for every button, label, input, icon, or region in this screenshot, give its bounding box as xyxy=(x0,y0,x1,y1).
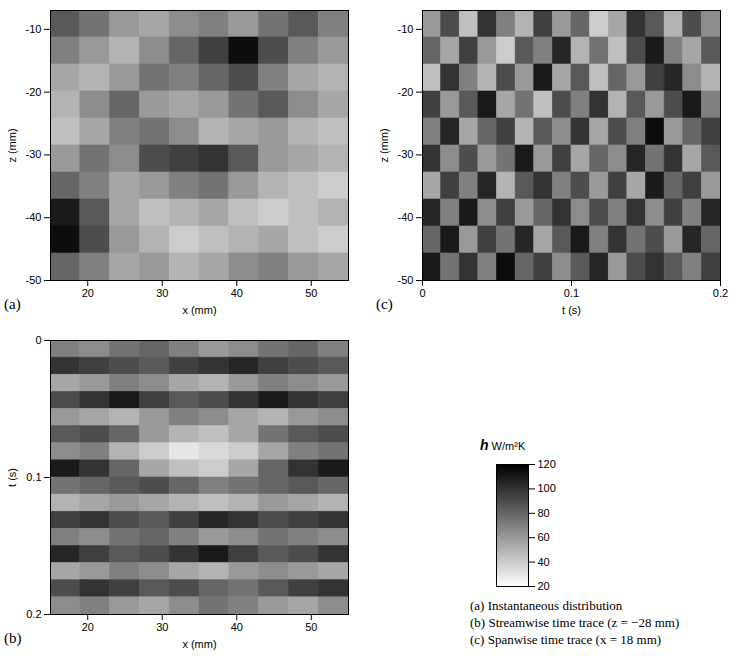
svg-text:50: 50 xyxy=(305,621,317,633)
svg-text:t (s): t (s) xyxy=(562,304,581,316)
svg-text:z (mm): z (mm) xyxy=(6,128,18,162)
svg-text:80: 80 xyxy=(538,507,550,519)
svg-text:0: 0 xyxy=(35,334,41,346)
svg-text:t (s): t (s) xyxy=(6,468,18,487)
svg-text:-50: -50 xyxy=(26,274,42,286)
html-text:(c) Spanwise time trace (x = 1: (c) Spanwise time trace (x = 18 mm) xyxy=(470,632,662,647)
svg-text:30: 30 xyxy=(156,621,168,633)
svg-text:40: 40 xyxy=(231,287,243,299)
svg-text:-10: -10 xyxy=(26,23,42,35)
svg-text:z (mm): z (mm) xyxy=(378,128,390,162)
html-text:(c): (c) xyxy=(376,296,393,312)
svg-text:100: 100 xyxy=(538,482,556,494)
svg-text:x (mm): x (mm) xyxy=(182,638,216,650)
svg-text:50: 50 xyxy=(305,287,317,299)
svg-text:0.1: 0.1 xyxy=(26,471,41,483)
svg-text:30: 30 xyxy=(156,287,168,299)
svg-text:20: 20 xyxy=(82,621,94,633)
svg-text:0: 0 xyxy=(419,287,425,299)
svg-text:-40: -40 xyxy=(398,211,414,223)
svg-text:-10: -10 xyxy=(398,23,414,35)
svg-text:20: 20 xyxy=(82,287,94,299)
svg-text:0.2: 0.2 xyxy=(713,287,728,299)
svg-text:20: 20 xyxy=(538,580,550,592)
svg-text:0.1: 0.1 xyxy=(564,287,579,299)
svg-text:-50: -50 xyxy=(398,274,414,286)
html-text:(b): (b) xyxy=(4,630,22,646)
svg-text:-20: -20 xyxy=(398,86,414,98)
svg-text:-30: -30 xyxy=(398,148,414,160)
svg-text:40: 40 xyxy=(231,621,243,633)
svg-text:120: 120 xyxy=(538,458,556,470)
svg-text:0.2: 0.2 xyxy=(26,608,41,620)
html-text:(a) Instantaneous distribution: (a) Instantaneous distribution xyxy=(470,598,623,613)
html-text:(b) Streamwise time trace (z =: (b) Streamwise time trace (z = −28 mm) xyxy=(470,615,680,630)
svg-text:40: 40 xyxy=(538,556,550,568)
svg-text:-20: -20 xyxy=(26,86,42,98)
svg-text:x (mm): x (mm) xyxy=(182,304,216,316)
html-text:(a): (a) xyxy=(4,296,21,312)
svg-text:-30: -30 xyxy=(26,148,42,160)
svg-text:-40: -40 xyxy=(26,211,42,223)
svg-text:60: 60 xyxy=(538,531,550,543)
html-text:hW/m²K: hW/m²K xyxy=(480,437,526,453)
